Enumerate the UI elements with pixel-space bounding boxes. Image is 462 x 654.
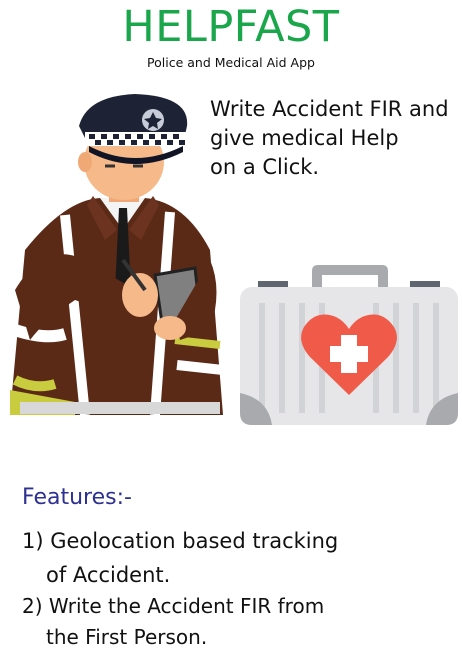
feature-item-2-line-1: 2) Write the Accident FIR from: [22, 594, 325, 618]
tagline-line-3: on a Click.: [210, 155, 320, 179]
features-heading: Features:-: [22, 485, 132, 510]
feature-item-1-line-2: of Accident.: [46, 563, 171, 587]
tagline-line-2: give medical Help: [210, 126, 399, 150]
feature-item-2-line-2: the First Person.: [46, 625, 208, 649]
police-officer-writing-icon: [10, 94, 224, 415]
tagline-line-1: Write Accident FIR and: [210, 97, 449, 121]
feature-item-1-line-1: 1) Geolocation based tracking: [22, 529, 339, 553]
app-subtitle: Police and Medical Aid App: [147, 55, 315, 70]
first-aid-kit-icon: [240, 265, 458, 425]
tagline: Write Accident FIR and give medical Help…: [210, 95, 460, 182]
app-title: HELPFAST: [122, 2, 340, 52]
